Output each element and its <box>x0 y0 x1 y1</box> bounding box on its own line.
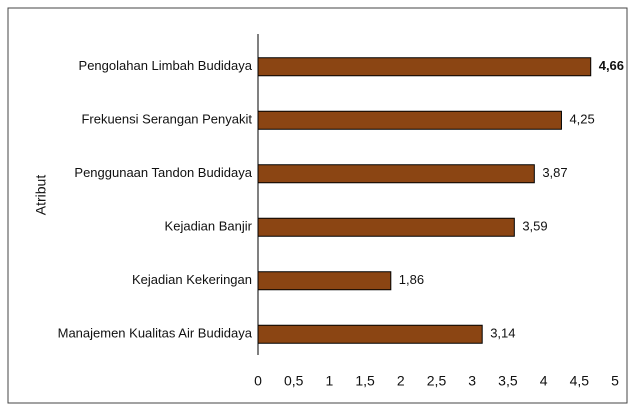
x-tick-label: 3 <box>468 373 476 389</box>
data-label: 4,25 <box>569 112 594 127</box>
x-tick-label: 2 <box>397 373 405 389</box>
y-axis-label: Atribut <box>33 175 49 216</box>
data-label: 4,66 <box>599 58 624 73</box>
bar <box>257 271 392 291</box>
y-tick-label: Pengolahan Limbah Budidaya <box>79 58 253 73</box>
x-tick-label: 1,5 <box>355 373 375 389</box>
bar <box>257 164 535 184</box>
y-tick-label: Penggunaan Tandon Budidaya <box>74 165 252 180</box>
bar <box>257 217 515 237</box>
bar <box>257 324 483 344</box>
x-tick-label: 4 <box>540 373 548 389</box>
data-label: 1,86 <box>399 272 424 287</box>
x-tick-label: 4,5 <box>570 373 590 389</box>
y-tick-label: Kejadian Banjir <box>165 219 253 234</box>
y-tick-label: Frekuensi Serangan Penyakit <box>81 112 252 127</box>
x-tick-label: 5 <box>611 373 619 389</box>
x-tick-label: 0 <box>254 373 262 389</box>
y-tick-label: Kejadian Kekeringan <box>132 272 252 287</box>
x-tick-label: 3,5 <box>498 373 518 389</box>
x-tick-label: 1 <box>326 373 334 389</box>
chart-frame <box>7 7 628 404</box>
x-tick-label: 2,5 <box>427 373 447 389</box>
x-tick-label: 0,5 <box>284 373 304 389</box>
data-label: 3,59 <box>522 219 547 234</box>
bar <box>257 57 592 77</box>
data-label: 3,87 <box>542 165 567 180</box>
data-label: 3,14 <box>490 326 515 341</box>
bar <box>257 110 562 130</box>
y-tick-label: Manajemen Kualitas Air Budidaya <box>58 326 253 341</box>
